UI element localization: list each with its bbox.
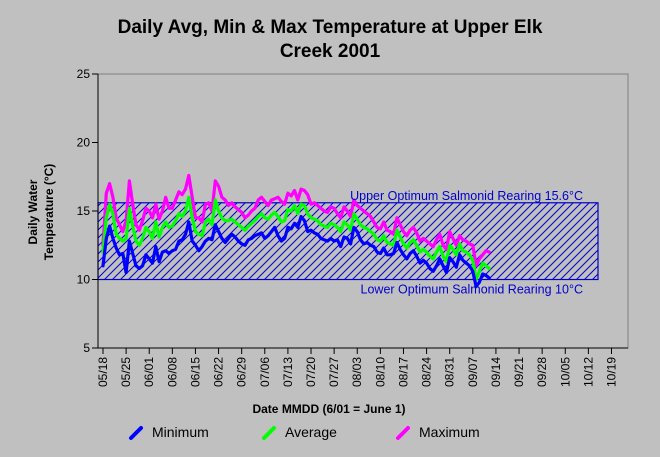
x-axis-label: Date MMDD (6/01 = June 1) xyxy=(252,402,405,416)
x-tick-label: 06/29 xyxy=(235,357,249,387)
legend-item-minimum: Minimum xyxy=(129,424,209,440)
legend-label-maximum: Maximum xyxy=(419,424,480,440)
x-tick-label: 09/14 xyxy=(489,357,503,387)
y-tick-label: 20 xyxy=(77,136,91,150)
x-tick-label: 08/31 xyxy=(443,357,457,387)
x-tick-label: 05/18 xyxy=(96,357,110,387)
series-line-minimum xyxy=(101,214,491,288)
legend: Minimum Average Maximum xyxy=(129,424,480,440)
x-tick-label: 07/13 xyxy=(281,357,295,387)
x-tick-label: 09/07 xyxy=(466,357,480,387)
series-line-maximum xyxy=(101,173,491,268)
x-tick-label: 08/17 xyxy=(396,357,410,387)
legend-item-maximum: Maximum xyxy=(396,424,480,440)
legend-item-average: Average xyxy=(262,424,337,440)
x-tick-label: 10/19 xyxy=(604,357,618,387)
y-tick-label: 10 xyxy=(77,273,91,287)
x-tick-label: 07/20 xyxy=(304,357,318,387)
y-tick-label: 5 xyxy=(83,341,90,355)
legend-swatch-average xyxy=(262,426,276,440)
x-tick-label: 10/12 xyxy=(581,357,595,387)
legend-label-average: Average xyxy=(285,424,337,440)
y-tick-label: 25 xyxy=(77,67,91,81)
x-tick-label: 08/10 xyxy=(373,357,387,387)
series-layer xyxy=(101,173,491,288)
lower-optimum-label: Lower Optimum Salmonid Rearing 10°C xyxy=(361,283,583,297)
y-axis-ticks: 5 10 15 20 25 xyxy=(77,67,98,355)
x-tick-label: 06/22 xyxy=(212,357,226,387)
x-tick-label: 06/08 xyxy=(165,357,179,387)
y-axis-label-line2: Temperature (°C) xyxy=(42,164,56,261)
x-tick-label: 06/15 xyxy=(188,357,202,387)
legend-swatch-minimum xyxy=(129,426,143,440)
x-tick-label: 09/28 xyxy=(535,357,549,387)
x-tick-label: 10/05 xyxy=(558,357,572,387)
series-line-average xyxy=(101,195,491,282)
x-tick-label: 08/03 xyxy=(350,357,364,387)
x-tick-label: 09/21 xyxy=(512,357,526,387)
chart-title-line1: Daily Avg, Min & Max Temperature at Uppe… xyxy=(118,17,543,38)
legend-label-minimum: Minimum xyxy=(152,424,209,440)
x-tick-label: 07/06 xyxy=(258,357,272,387)
x-tick-label: 06/01 xyxy=(142,357,156,387)
y-tick-label: 15 xyxy=(77,204,91,218)
chart-title-line2: Creek 2001 xyxy=(280,41,381,62)
y-axis-label-line1: Daily Water xyxy=(26,179,40,244)
x-tick-label: 07/27 xyxy=(327,357,341,387)
x-tick-label: 08/24 xyxy=(420,357,434,387)
x-axis-ticks: 05/18 05/25 06/01 06/08 06/15 06/22 06/29 07/06… xyxy=(96,348,618,387)
legend-swatch-maximum xyxy=(396,426,410,440)
x-tick-label: 05/25 xyxy=(119,357,133,387)
upper-optimum-label: Upper Optimum Salmonid Rearing 15.6°C xyxy=(350,189,583,203)
